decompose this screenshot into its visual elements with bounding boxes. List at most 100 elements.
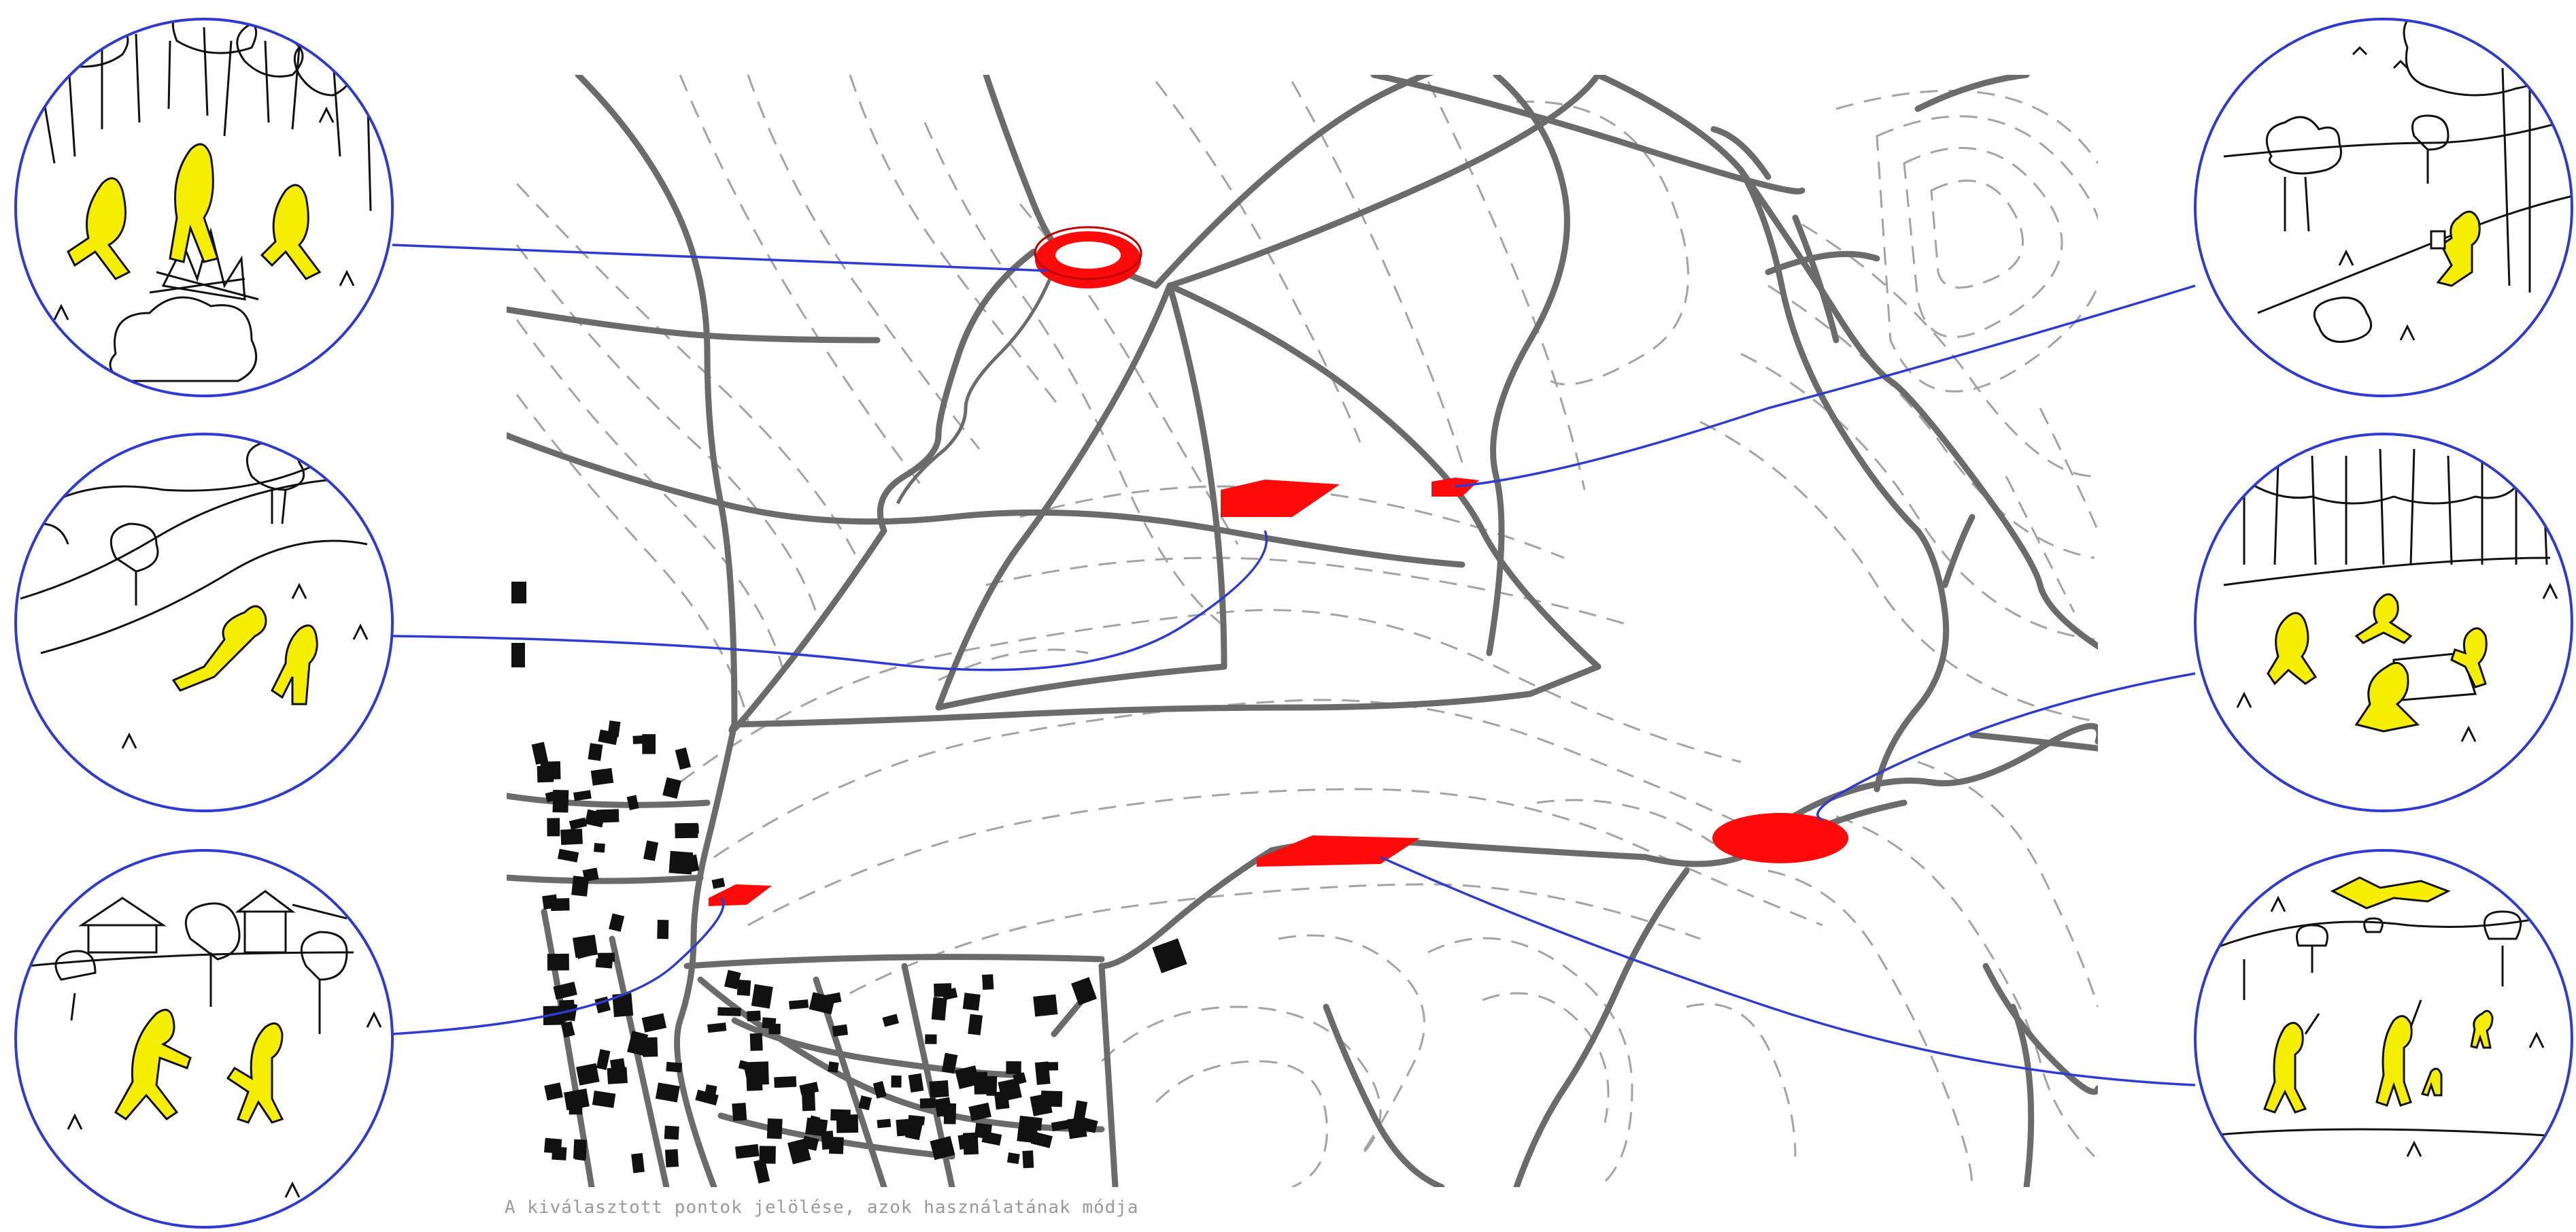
building [573,937,595,959]
site-marker-lying[interactable] [1221,480,1340,517]
building [732,1102,747,1121]
building [1073,1100,1088,1122]
building [705,1084,717,1097]
vignette-kite [2194,849,2573,1229]
building [574,1149,587,1161]
vignette-picnic [2194,433,2573,812]
building [544,1082,563,1101]
building [552,1146,567,1161]
building [882,1014,899,1027]
building [872,1081,887,1099]
building [531,742,549,765]
building [747,1010,761,1022]
building [596,1049,611,1070]
vignette-playing [14,849,394,1229]
building [968,1102,992,1122]
building [809,992,836,1015]
campfire-trail [896,271,1055,505]
building [547,818,560,837]
building [662,777,681,799]
building [724,969,741,990]
building [941,1052,958,1074]
building [560,1021,575,1038]
building [858,1095,872,1111]
building [571,876,590,897]
building [896,1118,919,1137]
building [641,1013,667,1033]
map-area [507,75,2098,1187]
site-marker-campfire[interactable] [1034,226,1142,288]
building [753,1159,770,1184]
building [612,993,634,1018]
building [986,1076,998,1096]
building [664,1149,679,1167]
building [642,734,656,754]
building [1022,1150,1034,1169]
building [994,1091,1010,1110]
building [974,1071,988,1095]
building [573,790,592,801]
building [832,1024,849,1037]
building [598,952,615,962]
building [799,1082,819,1095]
building [666,1061,683,1073]
building [592,1091,616,1108]
building [982,974,994,990]
building [1033,994,1058,1017]
building [558,848,579,863]
building [1076,1116,1098,1133]
building [588,743,603,761]
building [1030,1131,1053,1148]
building [908,1073,924,1093]
building [1034,1061,1051,1085]
building [734,1144,760,1159]
building [968,1014,983,1035]
building [1006,1152,1020,1165]
building [957,1133,975,1150]
building [711,878,726,889]
building [828,1061,839,1073]
building [642,1037,658,1057]
building [749,1033,763,1051]
site-marker-kite[interactable] [1257,835,1420,867]
building [675,747,691,770]
building [1047,1062,1059,1071]
site-marker-playing[interactable] [709,884,772,906]
building [1051,1118,1075,1132]
building [891,1075,902,1088]
building [598,729,619,746]
building [736,980,751,996]
building [609,913,625,932]
site-markers [709,226,1848,906]
building [545,790,558,803]
building [540,761,561,780]
building [657,920,669,939]
building [774,1076,797,1088]
vignette-reading [2194,18,2573,397]
building [787,1138,811,1165]
map-caption: A kiválasztott pontok jelölése, azok has… [505,1197,1139,1218]
site-marker-reading[interactable] [1431,478,1479,497]
building [801,1091,816,1112]
building [919,1098,936,1109]
building [576,1063,600,1086]
building [930,1135,955,1161]
building [738,1060,763,1074]
building [925,1034,937,1044]
building [547,953,569,971]
building [751,984,773,1009]
building [1006,1061,1021,1074]
site-marker-picnic[interactable] [1712,813,1848,863]
vignette-resting [14,433,394,812]
building [560,829,583,846]
building [686,854,700,873]
building [974,1122,992,1139]
building [542,894,558,910]
building [762,1017,777,1029]
building [877,1118,892,1129]
building [632,735,645,744]
building [955,1065,980,1089]
building [717,1007,741,1016]
building [594,843,605,853]
building [631,1152,645,1173]
